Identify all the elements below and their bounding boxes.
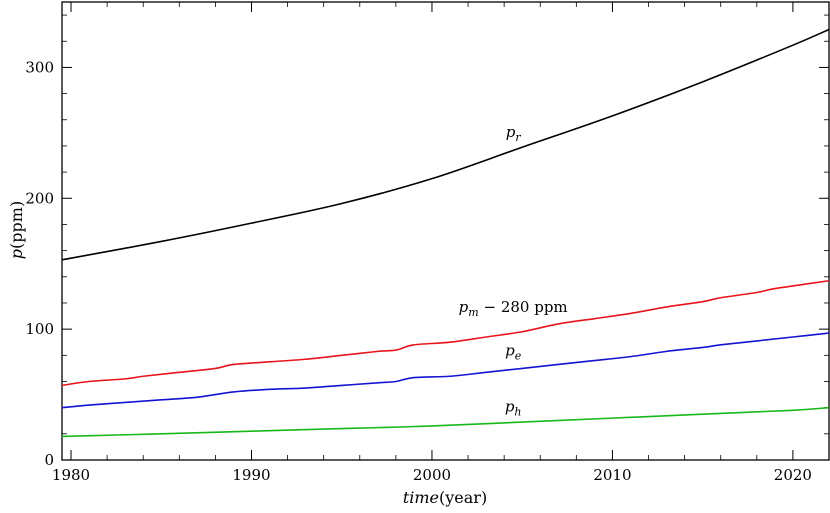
series-labels: pr pm − 280 ppm pe ph	[459, 123, 568, 419]
x-tick-label: 1990	[232, 466, 270, 484]
x-tick-label: 1980	[52, 466, 90, 484]
y-tick-label: 100	[25, 320, 54, 338]
y-axis-label: p(ppm)	[7, 201, 26, 259]
x-tick-label: 2010	[593, 466, 631, 484]
y-tick-label: 200	[25, 189, 54, 207]
series-label-pm-280-ppm: pm − 280 ppm	[459, 298, 568, 319]
axes: 1980 1990 2000 2010 2020 0 100 200 300	[25, 1, 830, 484]
series-label-pe: pe	[505, 341, 522, 362]
x-tick-label: 2000	[413, 466, 451, 484]
series-line-p-e	[61, 332, 830, 409]
series-line-p-h	[61, 406, 830, 438]
x-axis-label: time(year)	[403, 488, 487, 507]
series-label-ph: ph	[505, 398, 522, 419]
series-line-p-m-280-ppm	[61, 279, 830, 387]
y-tick-label: 0	[44, 451, 54, 469]
series-label-pr: pr	[506, 123, 522, 144]
x-tick-label: 2020	[774, 466, 812, 484]
y-tick-label: 300	[25, 58, 54, 76]
series-layer	[61, 28, 830, 438]
series-line-p-r	[61, 28, 830, 261]
plot-frame	[61, 1, 830, 461]
